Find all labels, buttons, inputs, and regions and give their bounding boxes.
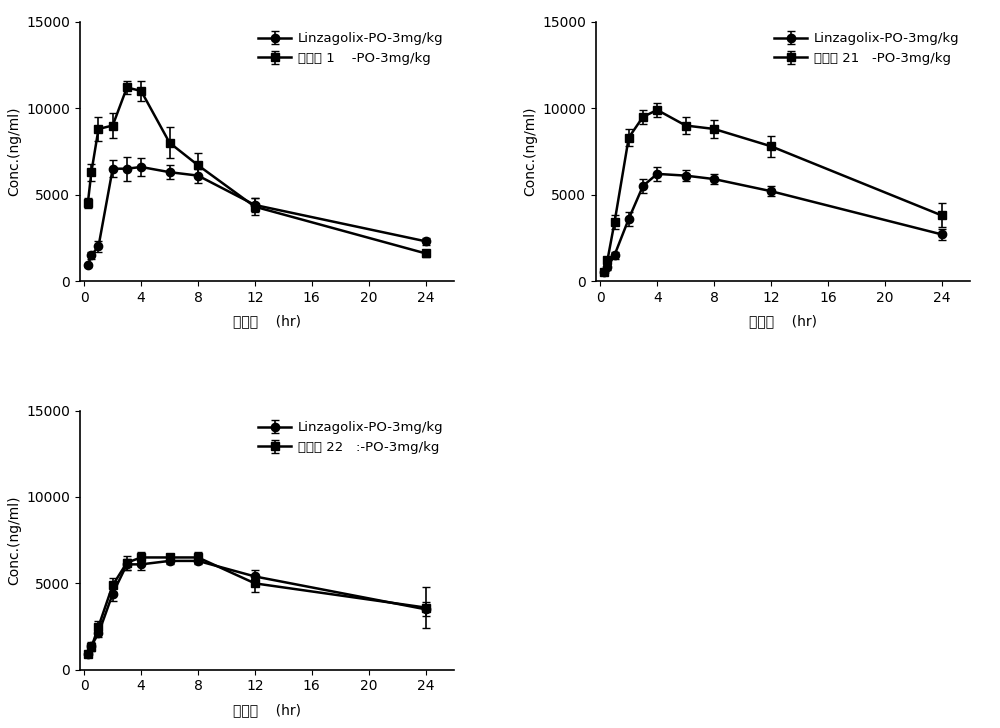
Text: 时间点    (hr): 时间点 (hr) <box>749 314 817 329</box>
Legend: Linzagolix-PO-3mg/kg, 化合物 1    -PO-3mg/kg: Linzagolix-PO-3mg/kg, 化合物 1 -PO-3mg/kg <box>254 28 447 69</box>
Y-axis label: Conc.(ng/ml): Conc.(ng/ml) <box>7 107 21 196</box>
Text: 时间点    (hr): 时间点 (hr) <box>233 314 301 329</box>
Legend: Linzagolix-PO-3mg/kg, 化合物 22   :-PO-3mg/kg: Linzagolix-PO-3mg/kg, 化合物 22 :-PO-3mg/kg <box>254 417 447 458</box>
Text: 时间点    (hr): 时间点 (hr) <box>233 703 301 718</box>
Y-axis label: Conc.(ng/ml): Conc.(ng/ml) <box>523 107 537 196</box>
Y-axis label: Conc.(ng/ml): Conc.(ng/ml) <box>7 496 21 585</box>
Legend: Linzagolix-PO-3mg/kg, 化合物 21   -PO-3mg/kg: Linzagolix-PO-3mg/kg, 化合物 21 -PO-3mg/kg <box>770 28 963 69</box>
